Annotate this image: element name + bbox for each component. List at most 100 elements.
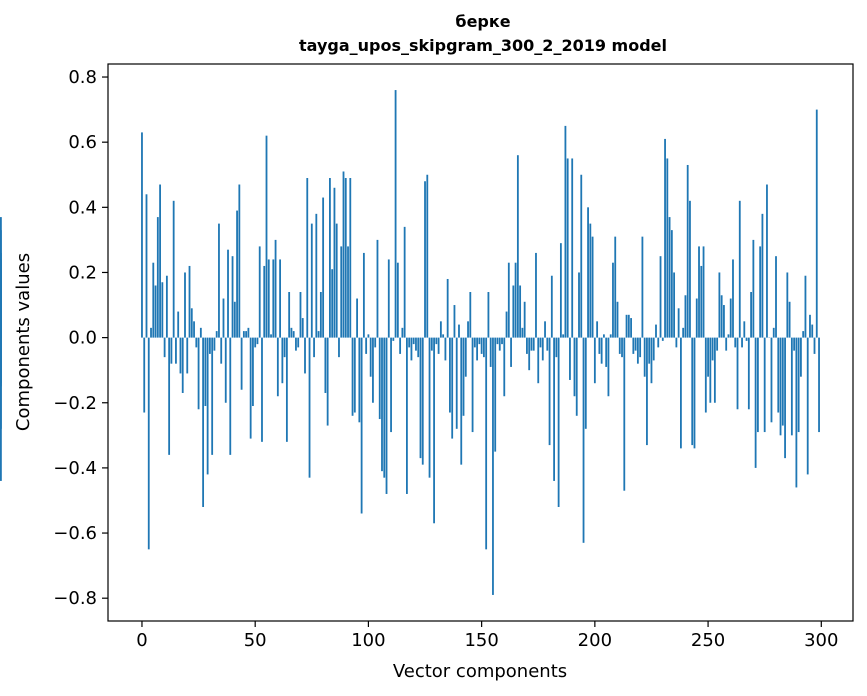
bar <box>161 282 164 338</box>
bar <box>208 337 211 354</box>
bar <box>426 174 429 338</box>
bar <box>707 337 709 377</box>
bar <box>281 337 284 384</box>
bar <box>695 298 698 338</box>
bar <box>673 272 676 338</box>
bar <box>793 337 796 351</box>
bars-group <box>0 90 820 595</box>
bar <box>272 259 275 338</box>
y-tick-label: −0.6 <box>53 523 97 544</box>
bar <box>734 337 737 348</box>
bar <box>587 207 589 338</box>
bar <box>179 337 182 374</box>
bar <box>736 337 739 410</box>
bar <box>541 337 544 361</box>
bar <box>596 321 599 338</box>
bar <box>165 275 168 338</box>
bar <box>342 171 345 338</box>
bar <box>550 275 553 338</box>
bar <box>177 311 180 338</box>
bar <box>593 337 596 384</box>
bar <box>385 337 388 494</box>
bar <box>186 337 189 374</box>
bar <box>292 331 295 338</box>
chart-title: беркe <box>455 12 510 31</box>
bar <box>351 337 354 416</box>
bar <box>630 318 632 338</box>
y-tick-label: 0.8 <box>68 67 97 88</box>
bar <box>190 308 193 338</box>
bar <box>0 337 2 384</box>
bar <box>288 292 291 338</box>
bar <box>276 337 279 397</box>
bar <box>711 337 714 361</box>
bar <box>329 178 331 338</box>
bar <box>358 337 361 423</box>
bar <box>627 314 630 338</box>
bar <box>331 269 334 338</box>
bar <box>809 314 811 338</box>
bar <box>387 259 390 338</box>
bar <box>720 295 723 338</box>
bar <box>725 337 728 351</box>
bar <box>206 337 209 475</box>
bar <box>156 217 159 338</box>
bar <box>632 337 635 354</box>
bar <box>804 275 807 338</box>
bar <box>523 301 526 338</box>
bar <box>786 272 789 338</box>
y-tick-label: 0.2 <box>68 262 97 283</box>
bar <box>766 184 768 338</box>
bar <box>559 243 562 338</box>
bar <box>435 337 438 345</box>
bar <box>487 292 490 338</box>
x-tick-label: 100 <box>351 630 385 651</box>
bar <box>175 337 177 364</box>
bar <box>634 337 637 351</box>
bar <box>544 321 546 338</box>
bar <box>698 246 700 338</box>
x-tick-label: 250 <box>691 630 725 651</box>
bar <box>557 337 560 507</box>
bar <box>401 327 404 338</box>
bar <box>521 327 524 338</box>
bar <box>600 337 603 364</box>
bar <box>369 337 372 377</box>
bar <box>152 262 155 338</box>
bar <box>636 337 639 364</box>
bar <box>553 337 555 481</box>
x-axis-ticks: 0 50 100 150 200 250 300 <box>136 621 838 651</box>
bar <box>367 334 370 338</box>
bar <box>482 337 485 358</box>
bar <box>236 210 238 338</box>
bar <box>353 337 356 413</box>
bar <box>686 164 689 338</box>
bar <box>188 265 191 338</box>
bar <box>818 337 820 433</box>
bar <box>204 337 207 407</box>
bar <box>689 200 691 338</box>
bar <box>743 321 746 338</box>
bar <box>172 200 175 338</box>
bar <box>347 246 349 338</box>
bar <box>184 272 186 338</box>
bar <box>569 337 571 380</box>
bar <box>756 337 759 433</box>
bar <box>781 337 784 426</box>
bar <box>501 337 503 345</box>
chart-subtitle: tayga_upos_skipgram_300_2_2019 model <box>299 36 667 55</box>
bar <box>301 318 304 338</box>
bar <box>231 256 234 338</box>
bar <box>609 334 612 338</box>
bar <box>304 337 306 374</box>
bar <box>802 331 805 338</box>
bar <box>643 337 646 377</box>
bar <box>406 337 408 494</box>
y-tick-label: 0.4 <box>68 197 97 218</box>
bar <box>227 249 229 338</box>
bar <box>315 213 318 338</box>
y-axis-label: Components values <box>13 253 34 431</box>
bar <box>215 331 218 338</box>
bar <box>399 337 402 354</box>
bar <box>220 337 223 364</box>
